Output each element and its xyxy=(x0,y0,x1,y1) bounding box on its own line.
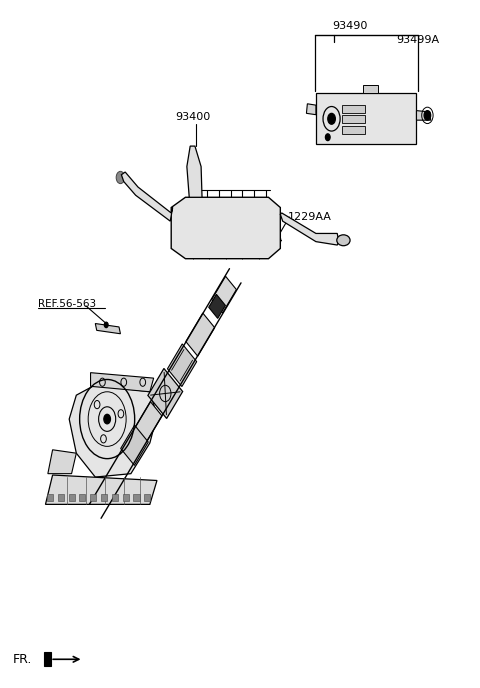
Circle shape xyxy=(104,414,110,424)
Polygon shape xyxy=(212,277,237,313)
Text: FR.: FR. xyxy=(13,653,32,666)
Bar xyxy=(79,494,85,501)
Polygon shape xyxy=(120,425,148,465)
Circle shape xyxy=(116,171,125,184)
Text: 93490: 93490 xyxy=(333,21,368,32)
Bar xyxy=(342,127,365,133)
Bar xyxy=(342,105,365,113)
Bar xyxy=(122,494,129,501)
Bar xyxy=(342,116,365,123)
Polygon shape xyxy=(69,385,157,477)
Ellipse shape xyxy=(337,235,350,246)
Polygon shape xyxy=(186,313,215,356)
Polygon shape xyxy=(316,93,417,144)
Text: 1229AA: 1229AA xyxy=(288,213,331,222)
Circle shape xyxy=(325,133,330,140)
Polygon shape xyxy=(209,294,226,319)
Bar xyxy=(47,494,53,501)
Bar xyxy=(112,494,118,501)
Bar xyxy=(90,494,96,501)
Bar xyxy=(58,494,64,501)
Circle shape xyxy=(328,114,336,125)
Bar xyxy=(101,494,107,501)
Polygon shape xyxy=(171,197,280,259)
Polygon shape xyxy=(280,213,339,245)
Polygon shape xyxy=(363,85,378,93)
Polygon shape xyxy=(96,323,120,334)
Polygon shape xyxy=(135,402,162,442)
Circle shape xyxy=(424,111,431,120)
Polygon shape xyxy=(48,450,76,473)
Bar xyxy=(133,494,140,501)
Polygon shape xyxy=(168,344,197,387)
Polygon shape xyxy=(187,146,202,197)
Polygon shape xyxy=(121,172,173,221)
Text: 93499A: 93499A xyxy=(396,35,440,45)
Text: REF.56-563: REF.56-563 xyxy=(38,299,96,310)
Polygon shape xyxy=(306,104,316,115)
Polygon shape xyxy=(91,373,154,391)
Bar xyxy=(144,494,150,501)
Bar xyxy=(44,652,51,666)
Polygon shape xyxy=(417,111,431,120)
Polygon shape xyxy=(148,369,183,418)
Bar xyxy=(69,494,75,501)
Circle shape xyxy=(104,322,108,327)
Polygon shape xyxy=(46,475,157,504)
Text: 93400: 93400 xyxy=(175,112,210,122)
